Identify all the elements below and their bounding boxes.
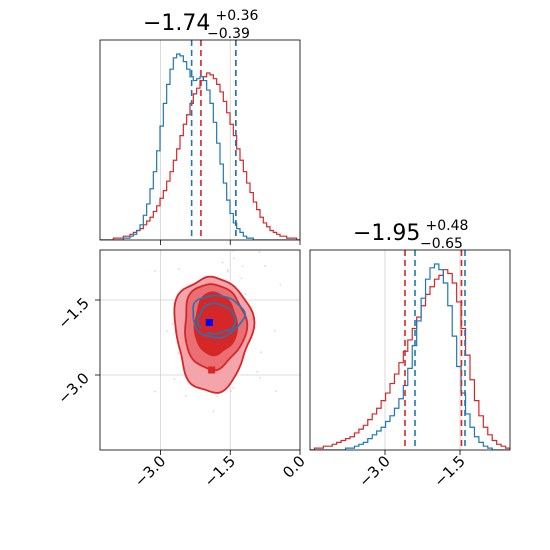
hist2-frame <box>309 249 511 451</box>
scatter-point <box>256 370 259 373</box>
scatter-point <box>258 250 261 253</box>
contour-y-tick-label: −3.0 <box>54 369 92 407</box>
scatter-point <box>233 257 235 260</box>
scatter-point <box>149 225 151 227</box>
scatter-point <box>273 329 276 332</box>
scatter-point <box>154 390 156 393</box>
title-param1-upper: +0.36 <box>216 8 259 24</box>
title-param2-value: −1.95 <box>353 221 420 246</box>
title-param1-lower: −0.39 <box>207 26 250 42</box>
scatter-point <box>166 330 169 333</box>
contour-x-tick-label: −1.5 <box>201 452 239 490</box>
title-param1: −1.74 +0.36 <box>143 8 259 36</box>
hist1-series-1 <box>100 53 300 240</box>
contour-x-tick-label: 0.0 <box>279 452 309 482</box>
scatter-point <box>171 323 174 325</box>
hist1-series-0 <box>100 72 300 240</box>
scatter-point <box>226 270 229 273</box>
scatter-point <box>184 394 187 397</box>
title-param2-upper: +0.48 <box>426 218 469 234</box>
scatter-point <box>259 377 262 379</box>
hist-panel-param2: −3.0 −1.5 −1.95 +0.48 −0.65 <box>309 218 511 491</box>
scatter-point <box>244 293 247 296</box>
title-param1-value: −1.74 <box>143 11 210 36</box>
scatter-point <box>227 269 229 271</box>
blue-contour-outer <box>192 294 246 339</box>
scatter-point <box>178 268 181 271</box>
hist2-x-tick-label: −1.5 <box>430 452 468 490</box>
scatter-point <box>260 351 262 354</box>
scatter-point <box>229 390 232 393</box>
scatter-point <box>221 261 224 264</box>
scatter-point <box>173 378 176 381</box>
title-param2-lower: −0.65 <box>420 236 463 252</box>
blue-contour-inner <box>196 302 237 335</box>
marker-2 <box>208 366 216 374</box>
marker-1 <box>222 311 230 319</box>
scatter-point <box>178 352 181 354</box>
scatter-point <box>264 265 266 267</box>
marker-3 <box>205 319 213 326</box>
title-param2: −1.95 +0.48 <box>353 218 468 246</box>
contour-frame <box>99 249 301 451</box>
hist-panel-param1: −1.74 +0.36 −0.39 <box>99 8 301 245</box>
scatter-point <box>275 390 277 393</box>
scatter-point <box>241 265 244 268</box>
hist2-series-1 <box>310 263 510 450</box>
scatter-point <box>216 395 219 397</box>
hist2-series-0 <box>310 269 510 450</box>
hist1-frame <box>99 39 301 241</box>
hist2-x-tick-label: −3.0 <box>355 452 393 490</box>
contour-x-tick-label: −3.0 <box>131 452 169 490</box>
scatter-point <box>212 410 215 413</box>
scatter-point <box>321 320 323 322</box>
scatter-point <box>279 283 282 286</box>
scatter-point <box>154 270 156 272</box>
contour-y-tick-label: −1.5 <box>54 294 92 332</box>
marker-0 <box>201 325 209 333</box>
scatter-point <box>193 210 195 212</box>
scatter-point <box>240 277 243 280</box>
scatter-point <box>232 387 235 389</box>
contour-panel: −3.0 −1.5 0.0 −3.0 −1.5 <box>54 210 323 491</box>
